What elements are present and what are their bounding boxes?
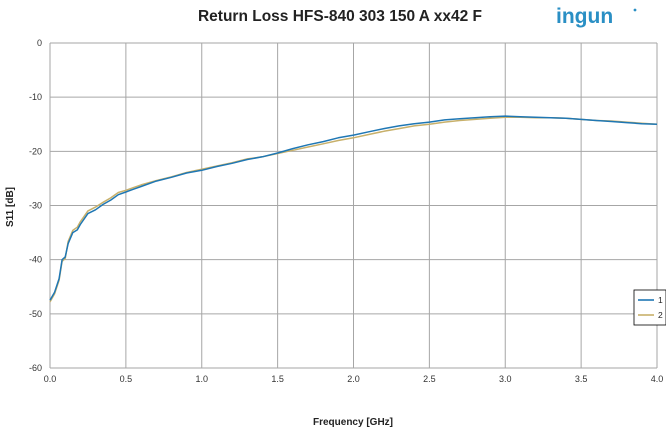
y-tick-label: -60 [29,363,42,373]
x-tick-label: 4.0 [651,374,664,384]
legend: 12 [633,289,666,326]
x-tick-label: 0.0 [44,374,57,384]
legend-box [633,289,666,326]
tick-labels: 0.0 0.5 1.0 1.5 2.0 2.5 3.0 3.5 4.0 0 -10 -20 -30 -40… [29,38,663,384]
x-tick-label: 2.5 [423,374,436,384]
y-tick-label: -30 [29,201,42,211]
x-tick-label: 0.5 [120,374,133,384]
y-tick-label: -50 [29,309,42,319]
y-tick-label: -20 [29,146,42,156]
ingun-logo-icon: ingun [556,5,637,28]
x-tick-label: 1.0 [195,374,208,384]
legend-label-1: 1 [658,295,663,305]
x-tick-label: 3.0 [499,374,512,384]
legend-label-2: 2 [658,310,663,320]
logo-mark-icon [633,8,637,12]
series-line-1 [49,115,658,301]
series-group [49,115,658,303]
grid [49,42,658,369]
logo-text: ingun [556,5,613,28]
x-tick-label: 2.0 [347,374,360,384]
x-tick-label: 3.5 [575,374,588,384]
y-axis-label: S11 [dB] [5,187,16,227]
y-tick-label: -10 [29,92,42,102]
x-tick-label: 1.5 [271,374,284,384]
chart-title: Return Loss HFS-840 303 150 A xx42 F [197,8,482,25]
x-axis-label: Frequency [GHz] [313,417,393,428]
y-tick-label: -40 [29,255,42,265]
y-tick-label: 0 [37,38,42,48]
